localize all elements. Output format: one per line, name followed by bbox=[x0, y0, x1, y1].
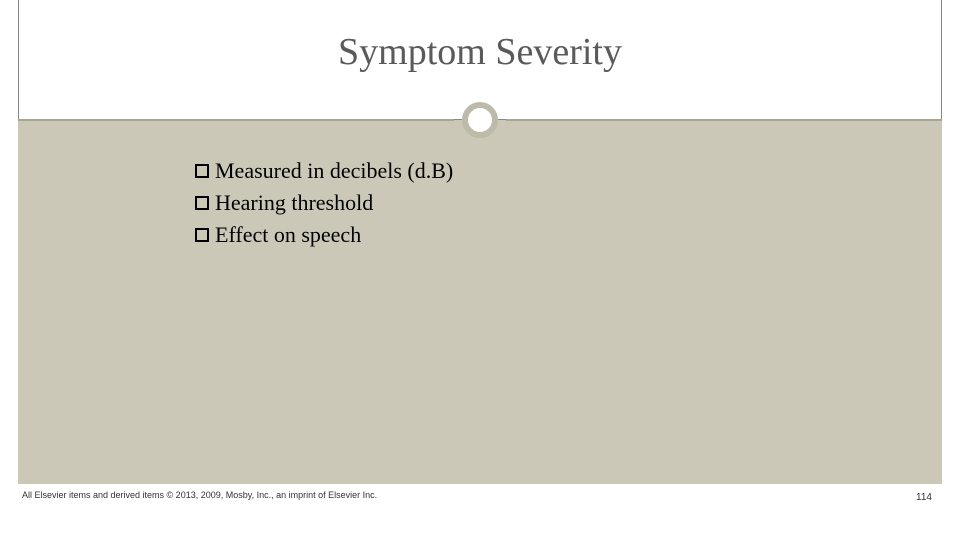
ring-ornament bbox=[462, 102, 498, 138]
slide-title: Symptom Severity bbox=[19, 0, 941, 74]
footer: All Elsevier items and derived items © 2… bbox=[18, 484, 942, 540]
list-item: Measured in decibels (d.B) bbox=[195, 158, 453, 184]
bullet-text: Hearing threshold bbox=[215, 190, 373, 216]
copyright-text: All Elsevier items and derived items © 2… bbox=[22, 490, 377, 502]
bullet-list: Measured in decibels (d.B) Hearing thres… bbox=[195, 158, 453, 254]
slide: Symptom Severity Measured in decibels (d… bbox=[0, 0, 960, 540]
list-item: Effect on speech bbox=[195, 222, 453, 248]
bullet-text: Measured in decibels (d.B) bbox=[215, 158, 453, 184]
square-bullet-icon bbox=[195, 196, 209, 210]
square-bullet-icon bbox=[195, 164, 209, 178]
page-number: 114 bbox=[916, 490, 938, 503]
square-bullet-icon bbox=[195, 228, 209, 242]
body-background bbox=[18, 120, 942, 484]
list-item: Hearing threshold bbox=[195, 190, 453, 216]
bullet-text: Effect on speech bbox=[215, 222, 361, 248]
